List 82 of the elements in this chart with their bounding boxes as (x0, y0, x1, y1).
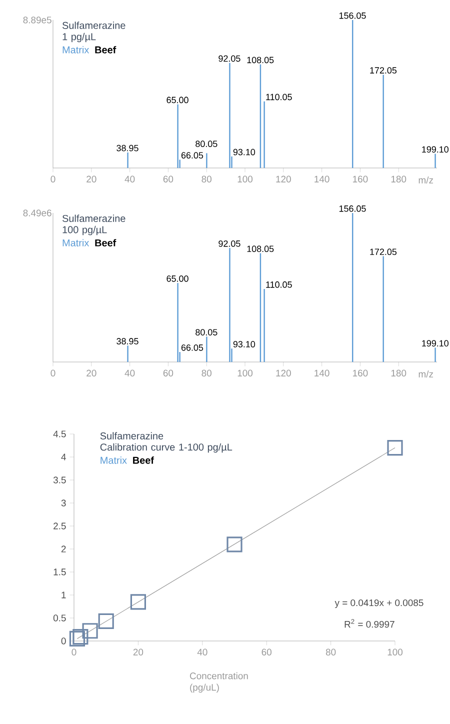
point (130, 594, 146, 610)
x-tick-label: 100 (238, 176, 253, 182)
text: Calibration curve 1-100 pg/µL (100, 443, 232, 453)
annotation: Beef (133, 456, 154, 464)
annotation: 93.10 (233, 148, 256, 156)
x-tick-label: 80 (202, 176, 212, 182)
annotation: 110.05 (266, 281, 292, 288)
point (72, 629, 88, 645)
x-tick-label: 20 (86, 176, 96, 182)
y-tick-label: 3 (61, 500, 66, 506)
annotation: 108.05 (247, 246, 274, 252)
x-tick-label: 0 (72, 648, 76, 656)
annotation: 38.95 (116, 144, 138, 152)
annotation: 156.05 (339, 205, 366, 212)
chart-title: Sulfamerazine (62, 22, 126, 29)
chart-title: Sulfamerazine (62, 214, 126, 222)
x-tick-label: 100 (388, 648, 403, 656)
annotation: 92.05 (218, 55, 240, 62)
y-tick-label: 4.5 (53, 430, 66, 438)
x-tick-label: 120 (276, 370, 291, 376)
annotation: 38.95 (116, 338, 138, 344)
y-tick-label: 1.5 (54, 568, 66, 576)
annotation: Matrix (62, 46, 90, 54)
annotation: 199.10 (422, 340, 449, 346)
y-tick-label: 2.5 (54, 522, 66, 530)
annotation: 65.00 (166, 96, 188, 104)
annotation: R$^{2}$ = 0.9997 (344, 619, 394, 628)
x-tick-label: 20 (86, 370, 96, 376)
annotation: 172.05 (370, 248, 397, 256)
x-tick-label: 140 (314, 176, 330, 182)
x-axis-title: m/z (418, 370, 434, 378)
x-tick-label: 180 (391, 370, 406, 376)
annotation: 65.00 (166, 275, 188, 282)
y-tick-label: 4 (61, 454, 66, 460)
x-axis-title: m/z (418, 176, 434, 184)
x-tick-label: 160 (353, 370, 368, 376)
x-tick-label: 120 (276, 176, 291, 182)
annotation: 92.05 (218, 240, 240, 247)
annotation: 66.05 (181, 152, 204, 159)
x-tick-label: 60 (262, 648, 272, 656)
x-tick-label: 20 (133, 648, 144, 656)
y-tick-label: 1 (62, 592, 66, 598)
y-tick-label: 2 (61, 546, 66, 552)
x-tick-label: 80 (202, 370, 212, 376)
point (226, 536, 242, 552)
x-axis-title: Concentration (pg/uL) (190, 672, 248, 693)
x-tick-label: 60 (163, 370, 174, 376)
text: 8.89e5 (23, 16, 52, 24)
annotation: Beef (95, 239, 116, 246)
annotation: 108.05 (247, 56, 274, 64)
annotation: Matrix (62, 239, 90, 246)
annotation: 156.05 (339, 12, 366, 19)
annotation: 80.05 (196, 329, 218, 336)
annotation: 199.10 (422, 146, 449, 153)
y-tick-label: 0 (61, 638, 66, 644)
annotation: Beef (95, 46, 116, 54)
point (387, 440, 403, 456)
annotation: Matrix (100, 456, 127, 464)
annotation: 66.05 (181, 344, 204, 351)
y-tick-label: 3.5 (53, 476, 66, 484)
x-tick-label: 180 (391, 176, 406, 182)
x-tick-label: 40 (124, 370, 135, 376)
x-tick-label: 40 (124, 176, 135, 182)
point (82, 623, 98, 639)
x-tick-label: 160 (353, 176, 368, 182)
annotation: 80.05 (196, 140, 218, 148)
text: 100 pg/µL (62, 226, 107, 236)
y-tick-label: 0.5 (53, 614, 66, 622)
x-tick-label: 140 (314, 370, 330, 376)
x-tick-label: 60 (163, 176, 174, 182)
point (98, 613, 114, 630)
text: 8.49e6 (23, 210, 52, 216)
text: 1 pg/µL (62, 32, 96, 42)
annotation: 110.05 (266, 94, 292, 100)
x-tick-label: 100 (238, 370, 253, 376)
x-tick-label: 40 (197, 648, 208, 656)
point (69, 630, 86, 646)
annotation: 93.10 (233, 341, 256, 348)
annotation: y = 0.0419x + 0.0085 (334, 599, 424, 608)
x-tick-label: 80 (326, 648, 336, 656)
chart-title: Sulfamerazine (100, 432, 164, 440)
annotation: 172.05 (370, 67, 397, 74)
